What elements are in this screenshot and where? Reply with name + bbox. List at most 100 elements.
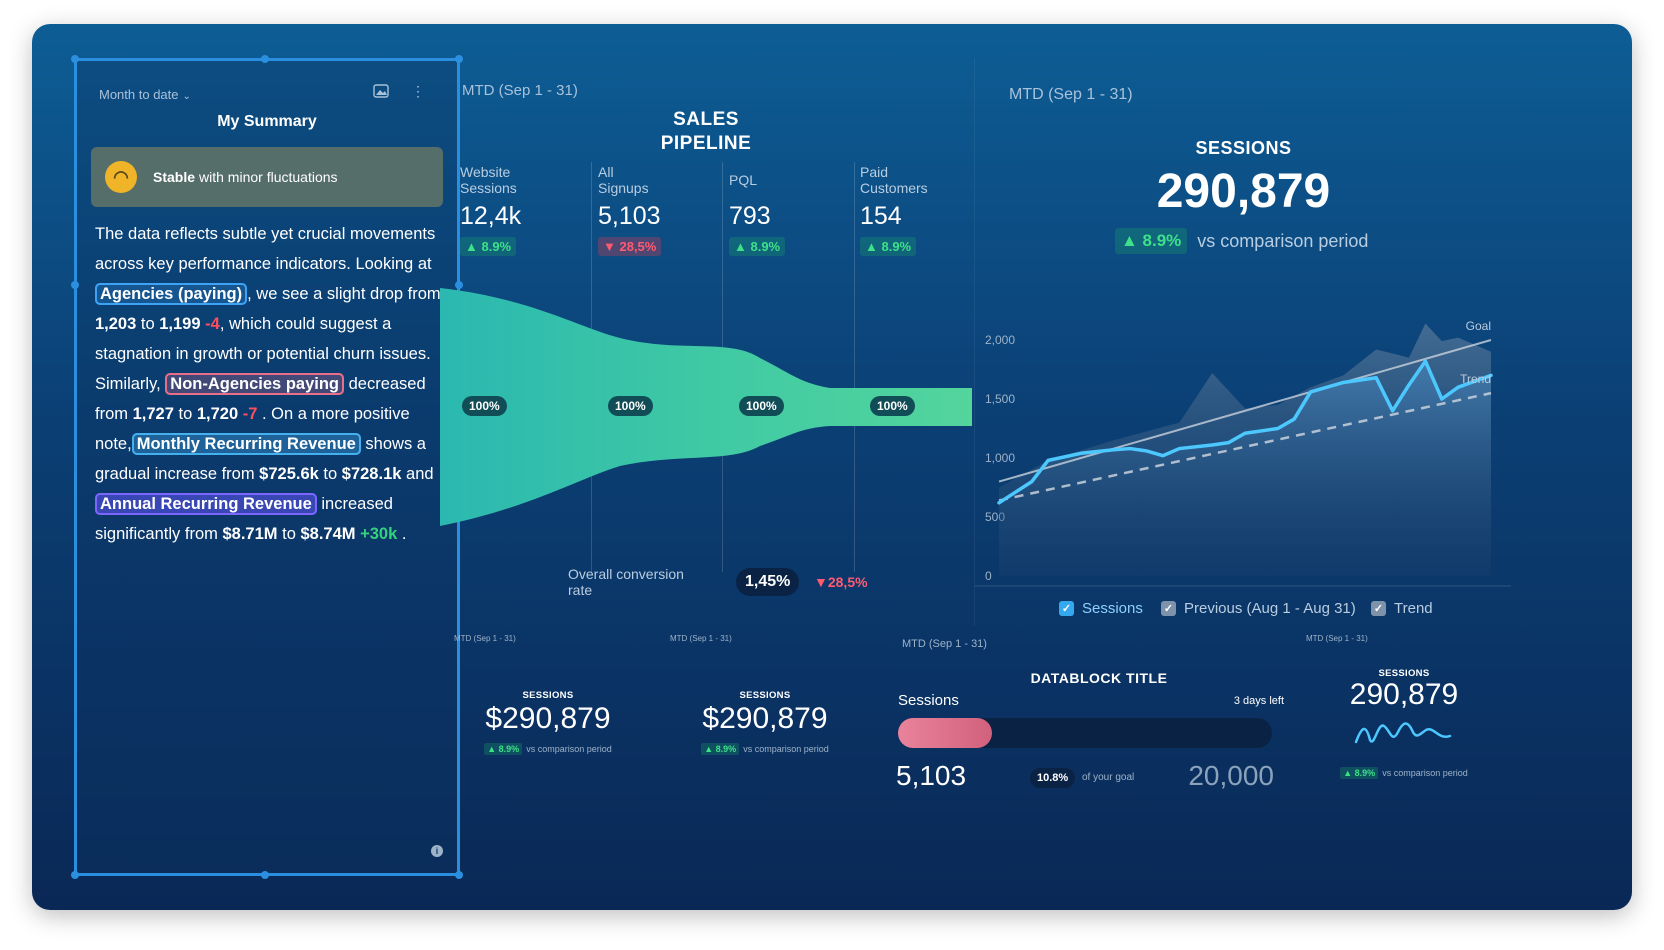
info-icon[interactable]: i (431, 845, 443, 857)
goal-progress-bar (898, 718, 1272, 748)
resize-handle[interactable] (71, 55, 79, 63)
stage-label: PQL (729, 164, 859, 198)
narrative-value: 1,203 (95, 315, 137, 333)
card-label: SESSIONS (522, 690, 574, 701)
stage-percent-badge: 100% (462, 396, 507, 416)
stage-value: 12,4k (460, 202, 522, 230)
y-tick-label: 1,000 (985, 451, 1015, 465)
stage-percent-badge: 100% (870, 396, 915, 416)
sessions-period: MTD (Sep 1 - 31) (1009, 86, 1133, 103)
card-label: SESSIONS (1378, 668, 1430, 679)
kpi-card[interactable]: MTD (Sep 1 - 31) SESSIONS 290,879 ▲ 8.9%… (1304, 622, 1504, 880)
resize-handle[interactable] (455, 281, 463, 289)
y-tick-label: 0 (985, 569, 992, 583)
sessions-comparison: ▲ 8.9% vs comparison period (1115, 228, 1368, 254)
metric-chip-mrr[interactable]: Monthly Recurring Revenue (131, 433, 361, 455)
resize-handle[interactable] (71, 871, 79, 879)
narrative-value: 1,720 (196, 405, 239, 423)
stage-website-sessions[interactable]: Website Sessions 12,4k ▲ 8.9% (460, 164, 590, 256)
stage-percent-badge: 100% (608, 396, 653, 416)
funnel-chart (440, 288, 972, 526)
status-strong: Stable (153, 169, 196, 185)
checkbox-checked-icon: ✓ (1059, 601, 1074, 616)
x-tick-label: 15 (1222, 597, 1236, 598)
legend-item-trend[interactable]: ✓ Trend (1371, 600, 1433, 617)
narrative-text: , we see a slight drop from (247, 285, 441, 303)
narrative-text: to (140, 315, 155, 333)
x-tick-label: 8 (1110, 597, 1117, 598)
goal-of-text: of your goal (1082, 772, 1135, 783)
sessions-value: 290,879 (1156, 165, 1331, 218)
stage-all-signups[interactable]: All Signups 5,103 ▼ 28,5% (598, 164, 728, 256)
goal-progress-widget[interactable]: MTD (Sep 1 - 31) DATABLOCK TITLE Session… (894, 622, 1304, 880)
narrative-value: $8.71M (222, 525, 278, 543)
narrative-text: , which could suggest a stagnation in gr… (95, 315, 431, 393)
resize-handle[interactable] (261, 871, 269, 879)
narrative-text: . (401, 525, 407, 543)
card-label: SESSIONS (739, 690, 791, 701)
sessions-chart-widget[interactable]: MTD (Sep 1 - 31) SESSIONS 290,879 ▲ 8.9%… (974, 58, 1512, 626)
conversion-label: Overall conversion rate (568, 566, 684, 598)
card-value: 290,879 (1349, 678, 1459, 711)
pipeline-title-line: SALES (673, 109, 739, 130)
status-text: with minor fluctuations (199, 169, 338, 185)
narrative-delta: -4 (205, 315, 220, 333)
resize-handle[interactable] (455, 55, 463, 63)
y-tick-label: 1,500 (985, 392, 1015, 406)
sessions-delta: ▲ 8.9% (1115, 228, 1188, 254)
goal-period: MTD (Sep 1 - 31) (902, 638, 987, 650)
x-tick-label: Sep 1 (995, 597, 1027, 598)
narrative-text: The data reflects subtle yet crucial mov… (95, 225, 436, 273)
narrative-delta: -7 (242, 405, 258, 423)
stage-value: 5,103 (598, 202, 661, 230)
stage-delta: ▲ 8.9% (460, 237, 517, 256)
legend-label: Previous (Aug 1 - Aug 31) (1184, 600, 1356, 617)
narrative-value: 1,199 (159, 315, 201, 333)
resize-handle[interactable] (455, 871, 463, 879)
legend-item-sessions[interactable]: ✓ Sessions (1059, 600, 1143, 617)
card-comparison: ▲ 8.9% vs comparison period (1304, 767, 1504, 779)
stage-label-line: Website (460, 164, 511, 180)
sessions-area (999, 361, 1491, 576)
resize-handle[interactable] (71, 281, 79, 289)
metric-chip-non-agencies[interactable]: Non-Agencies paying (165, 373, 344, 395)
card-value: $290,879 (702, 702, 828, 735)
narrative-value: $725.6k (259, 465, 319, 483)
chevron-down-icon: ⌄ (182, 91, 191, 102)
resize-handle[interactable] (261, 55, 269, 63)
funnel-shape (440, 288, 972, 526)
checkbox-checked-icon: ✓ (1161, 601, 1176, 616)
kpi-card[interactable]: MTD (Sep 1 - 31) SESSIONS $290,879 ▲ 8.9… (660, 622, 870, 880)
goal-title: DATABLOCK TITLE (1030, 670, 1168, 686)
stage-paid-customers[interactable]: Paid Customers 154 ▲ 8.9% (860, 164, 990, 256)
conversion-label-line: rate (568, 582, 593, 598)
trend-line (998, 391, 1492, 502)
metric-chip-arr[interactable]: Annual Recurring Revenue (95, 493, 317, 515)
card-comparison: ▲ 8.9% vs comparison period (444, 743, 652, 755)
stage-label: Website Sessions (460, 164, 590, 198)
narrative-value: $728.1k (341, 465, 402, 483)
summary-title: My Summary (217, 113, 317, 130)
kpi-card[interactable]: MTD (Sep 1 - 31) SESSIONS $290,879 ▲ 8.9… (444, 622, 652, 880)
more-options-icon[interactable]: ⋮ (411, 83, 425, 99)
sales-pipeline-widget[interactable]: MTD (Sep 1 - 31) SALES PIPELINE Website S… (440, 58, 972, 626)
legend-item-previous[interactable]: ✓ Previous (Aug 1 - Aug 31) (1161, 600, 1356, 617)
legend-label: Sessions (1082, 600, 1143, 617)
conversion-label-line: Overall conversion (568, 566, 684, 582)
metric-chip-agencies[interactable]: Agencies (paying) (95, 283, 248, 305)
stage-value: 154 (860, 202, 902, 230)
image-icon[interactable] (373, 83, 389, 102)
narrative-text: to (282, 525, 296, 543)
card-period: MTD (Sep 1 - 31) (670, 634, 732, 643)
narrative-text: shows a gradual increase from (95, 435, 426, 483)
goal-metric: Sessions (898, 692, 959, 709)
narrative-value: 1,727 (132, 405, 174, 423)
x-tick-label: Sep 31 (1453, 597, 1491, 598)
period-dropdown[interactable]: Month to date ⌄ (99, 87, 191, 102)
stage-label-line: PQL (729, 172, 758, 188)
summary-panel[interactable]: Month to date ⌄ ⋮ My Summary ◠ Stable wit… (71, 55, 463, 879)
card-delta: ▲ 8.9% (701, 743, 740, 755)
trend-annotation: Trend (1460, 372, 1491, 386)
stage-pql[interactable]: PQL 793 ▲ 8.9% (729, 164, 859, 256)
